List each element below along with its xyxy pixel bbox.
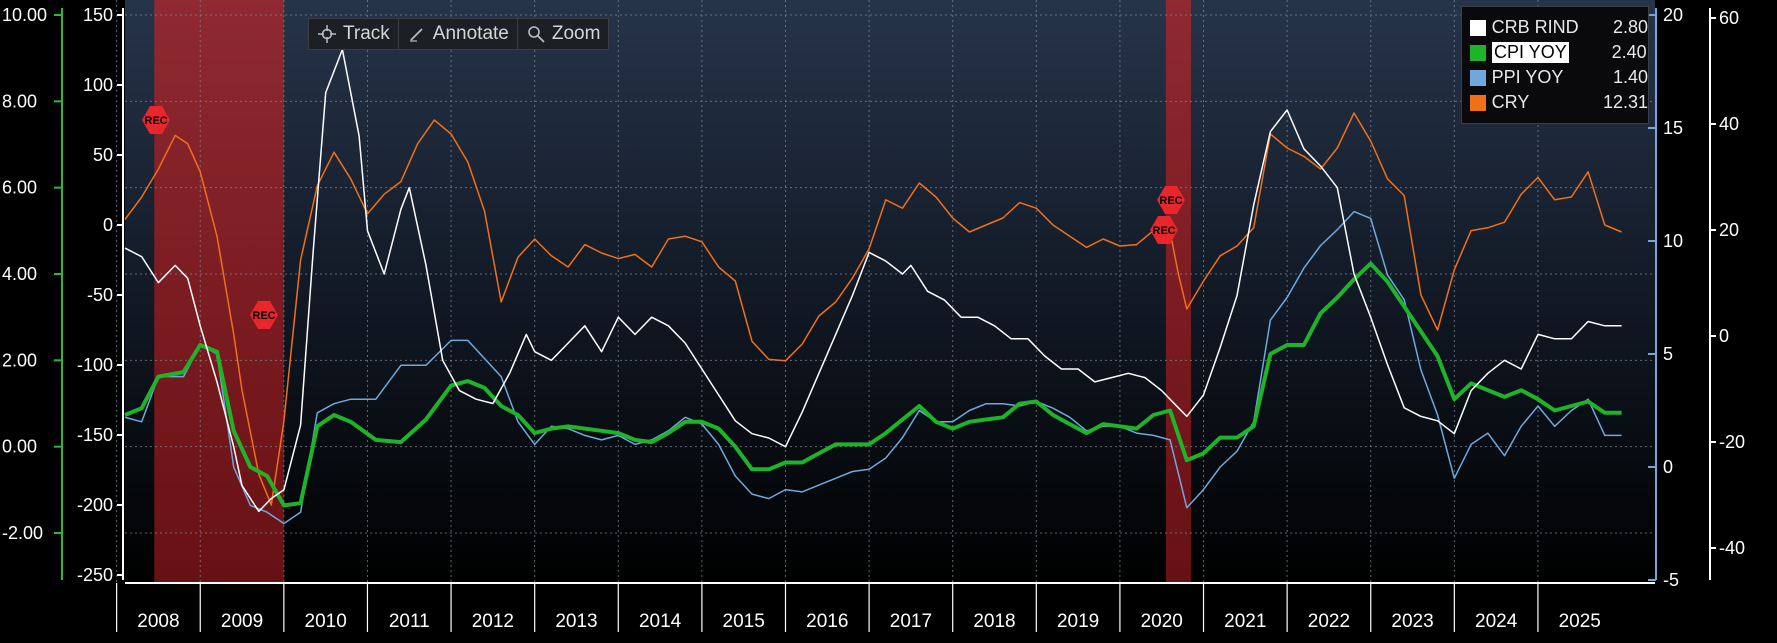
pencil-icon [409,28,423,42]
axis1-tick-label: 10.00 [2,5,47,25]
recession-label: REC [142,106,170,134]
zoom-button[interactable]: Zoom [518,19,609,49]
axis4-tick-label: 20 [1719,220,1739,240]
x-axis-tick-label: 2010 [305,611,347,632]
x-axis-tick-label: 2022 [1308,611,1350,632]
axis2-tick-label: 150 [83,5,113,25]
legend-item-cpi-yoy[interactable]: CPI YOY 2.40 [1470,40,1648,65]
legend-swatch [1470,19,1486,36]
recession-band [1165,0,1191,582]
x-axis-tick-label: 2014 [639,611,682,632]
legend-value: 12.31 [1602,92,1649,112]
x-axis-tick-label: 2020 [1141,611,1183,632]
legend-swatch [1470,94,1486,111]
recession-label-tag [142,106,170,134]
legend-label: CPI YOY [1492,42,1569,63]
axis2-tick-label: -150 [77,425,113,445]
legend-item-cry[interactable]: CRY 12.31 [1470,90,1648,115]
x-axis-tick-label: 2018 [973,611,1015,632]
series-line-cpi-yoy [124,261,1622,508]
annotate-button[interactable]: Annotate [399,19,518,49]
axis1-tick-label: 8.00 [2,91,37,111]
legend-value: 2.80 [1612,17,1649,37]
recession-band [154,0,284,582]
crosshair-icon [318,25,336,43]
axis2-tick-label: 0 [103,215,113,235]
axes: 10.008.006.004.002.000.00-2.00150100500-… [2,5,1745,632]
axis2-tick-label: -50 [87,285,113,305]
recession-label-tag [1157,186,1185,214]
axis3-tick-label: 10 [1663,231,1683,251]
axis4-tick-label: 60 [1719,8,1739,28]
axis2-tick-label: 100 [83,75,113,95]
axis2-tick-label: 50 [93,145,113,165]
series-lines [124,48,1622,525]
legend-value: 1.40 [1612,67,1649,87]
series-line-ppi-yoy [124,210,1622,525]
axis3-tick-label: -5 [1663,570,1679,590]
track-label: Track [343,23,390,44]
recession-labels: REC REC REC REC [142,106,1185,329]
axis1-tick-label: -2.00 [2,523,43,543]
recession-label-tag [1150,216,1178,244]
x-axis-tick-label: 2023 [1391,611,1433,632]
x-axis-tick-label: 2012 [472,611,514,632]
annotate-label: Annotate [432,23,509,44]
x-axis-tick-label: 2024 [1475,611,1518,632]
recession-label: REC [1150,216,1178,244]
x-axis-tick-label: 2025 [1559,611,1601,632]
legend-swatch [1470,44,1486,61]
legend-item-ppi-yoy[interactable]: PPI YOY 1.40 [1470,65,1648,90]
axis4-tick-label: 0 [1719,326,1729,346]
axis4-tick-label: 40 [1719,114,1739,134]
recession-label-text: REC [252,310,275,322]
axis3-tick-label: 0 [1663,457,1673,477]
track-button[interactable]: Track [309,19,399,49]
x-axis-tick-label: 2017 [890,611,932,632]
axis4-tick-label: -40 [1719,538,1745,558]
chart-toolbar: Track Annotate Zoom [308,18,610,50]
x-axis-tick-label: 2021 [1224,611,1266,632]
legend-item-crb-rind[interactable]: CRB RIND 2.80 [1470,15,1648,40]
plot-background [125,0,1655,582]
recession-label-text: REC [1159,195,1182,207]
axis1-tick-label: 6.00 [2,178,37,198]
legend-label: PPI YOY [1491,67,1564,87]
axis3-tick-label: 20 [1663,5,1683,25]
x-axis-tick-label: 2015 [723,611,765,632]
legend-label: CRY [1491,92,1530,112]
series-line-cry [124,112,1622,506]
x-axis-tick-label: 2009 [221,611,263,632]
x-axis-tick-label: 2011 [389,611,430,632]
legend-swatch [1470,69,1486,86]
zoom-label: Zoom [551,23,601,44]
axis3-tick-label: 5 [1663,344,1673,364]
legend: CRB RIND 2.80 CPI YOY 2.40 PPI YOY 1.40 … [1461,6,1649,124]
recession-label: REC [250,301,278,329]
legend-value: 2.40 [1611,42,1647,62]
recession-label-text: REC [144,115,167,127]
recession-bands [154,0,1191,582]
axis1-tick-label: 0.00 [2,437,37,457]
x-axis-tick-label: 2016 [806,611,848,632]
x-axis-tick-label: 2008 [137,611,179,632]
axis1-tick-label: 4.00 [2,264,37,284]
x-axis-tick-label: 2013 [555,611,597,632]
axis2-tick-label: -250 [77,565,113,585]
recession-label: REC [1157,186,1185,214]
axis2-tick-label: -100 [77,355,113,375]
axis4-tick-label: -20 [1719,432,1745,452]
axis2-tick-label: -200 [77,495,113,515]
x-axis-tick-label: 2019 [1057,611,1099,632]
recession-label-text: REC [1152,225,1175,237]
axis1-tick-label: 2.00 [2,350,37,370]
series-line-crb-rind [124,48,1622,513]
axis3-tick-label: 15 [1663,118,1683,138]
legend-label: CRB RIND [1491,17,1579,37]
grid-lines [116,0,1655,582]
magnifier-icon [528,26,545,43]
recession-label-tag [250,301,278,329]
